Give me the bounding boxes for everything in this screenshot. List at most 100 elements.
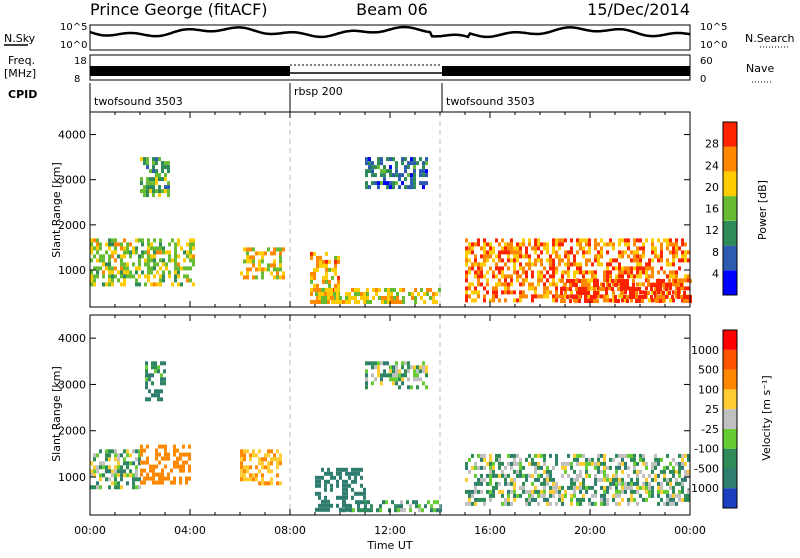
vel-data-cell	[573, 481, 576, 486]
power-data-cell	[626, 295, 629, 299]
power-data-cell	[348, 296, 351, 300]
power-data-cell	[126, 242, 129, 247]
power-data-cell	[465, 278, 468, 283]
power-data-cell	[495, 290, 498, 295]
power-data-cell	[252, 263, 255, 268]
beam-title: Beam 06	[356, 0, 428, 19]
power-data-cell	[612, 294, 615, 299]
power-data-cell	[687, 278, 690, 283]
vel-data-cell	[102, 461, 105, 466]
power-data-cell	[465, 254, 468, 259]
power-data-cell	[357, 300, 360, 304]
vel-data-cell	[558, 497, 561, 502]
power-data-cell	[477, 282, 480, 287]
vel-data-cell	[489, 481, 492, 486]
power-data-cell	[513, 270, 516, 275]
vel-data-cell	[585, 489, 588, 494]
vel-data-cell	[507, 501, 510, 506]
vel-data-cell	[474, 473, 477, 478]
vel-data-cell	[660, 497, 663, 502]
power-data-cell	[569, 299, 572, 303]
power-data-cell	[612, 282, 615, 287]
vel-data-cell	[540, 453, 543, 458]
power-data-cell	[540, 274, 543, 279]
power-data-cell	[528, 258, 531, 263]
power-data-cell	[654, 246, 657, 251]
vel-data-cell	[603, 493, 606, 498]
vel-data-cell	[267, 461, 270, 466]
vel-data-cell	[591, 485, 594, 490]
power-data-cell	[348, 300, 351, 304]
vel-data-cell	[389, 377, 392, 382]
vel-data-cell	[657, 461, 660, 466]
power-data-cell	[567, 266, 570, 271]
power-data-cell	[492, 258, 495, 263]
vel-data-cell	[678, 481, 681, 486]
vel-data-cell	[642, 473, 645, 478]
vel-data-cell	[351, 467, 354, 472]
vel-data-cell	[627, 473, 630, 478]
power-data-cell	[672, 258, 675, 263]
power-data-cell	[135, 282, 138, 287]
power-data-cell	[325, 271, 328, 276]
power-data-cell	[590, 295, 593, 299]
vel-data-cell	[364, 508, 367, 513]
vel-data-cell	[537, 461, 540, 466]
vel-data-cell	[155, 480, 158, 485]
noise-left-tick-bottom: 10^0	[60, 40, 87, 51]
power-data-cell	[474, 262, 477, 267]
power-data-cell	[504, 282, 507, 287]
vel-data-cell	[406, 500, 409, 505]
power-data-cell	[147, 242, 150, 247]
vel-data-cell	[486, 481, 489, 486]
power-data-cell	[276, 267, 279, 272]
vel-data-cell	[430, 508, 433, 513]
vel-data-cell	[564, 465, 567, 470]
power-data-cell	[516, 246, 519, 251]
power-data-cell	[584, 291, 587, 295]
power-data-cell	[629, 295, 632, 299]
vel-data-cell	[129, 453, 132, 458]
vel-data-cell	[392, 365, 395, 370]
power-data-cell	[501, 282, 504, 287]
power-data-cell	[528, 262, 531, 267]
power-data-cell	[587, 299, 590, 303]
power-data-cell	[407, 161, 410, 166]
power-data-cell	[192, 262, 195, 267]
power-data-cell	[477, 238, 480, 243]
vel-data-cell	[525, 477, 528, 482]
vel-data-cell	[345, 491, 348, 496]
vel-data-cell	[398, 369, 401, 374]
vel-data-cell	[603, 501, 606, 506]
vel-data-cell	[343, 500, 346, 505]
power-data-cell	[528, 238, 531, 243]
power-data-cell	[636, 250, 639, 255]
vel-data-cell	[243, 457, 246, 462]
vel-data-cell	[333, 475, 336, 480]
vel-data-cell	[621, 497, 624, 502]
vel-data-cell	[367, 508, 370, 513]
power-data-cell	[192, 258, 195, 263]
vel-data-cell	[612, 497, 615, 502]
power-data-cell	[657, 238, 660, 243]
vel-data-cell	[519, 473, 522, 478]
power-data-cell	[564, 238, 567, 243]
power-data-cell	[474, 286, 477, 291]
power-data-cell	[516, 250, 519, 255]
vel-data-cell	[594, 465, 597, 470]
power-data-cell	[396, 300, 399, 304]
vel-data-cell	[612, 481, 615, 486]
power-data-cell	[510, 282, 513, 287]
power-data-cell	[371, 181, 374, 186]
vel-data-cell	[339, 471, 342, 476]
vel-data-cell	[492, 489, 495, 494]
power-data-cell	[600, 262, 603, 267]
vel-data-cell	[669, 461, 672, 466]
power-data-cell	[270, 263, 273, 268]
power-data-cell	[606, 294, 609, 299]
power-data-cell	[627, 254, 630, 259]
vel-data-cell	[630, 453, 633, 458]
power-data-cell	[591, 274, 594, 279]
vel-data-cell	[99, 465, 102, 470]
vel-data-cell	[422, 361, 425, 366]
